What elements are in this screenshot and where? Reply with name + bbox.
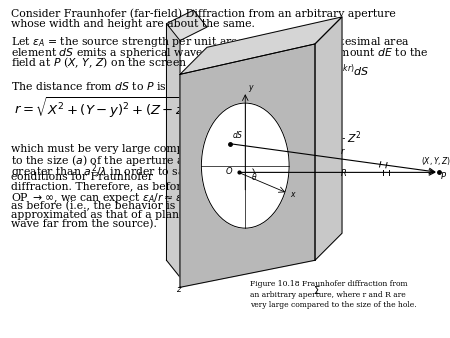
Polygon shape (180, 17, 342, 74)
Text: $R^2 = X^2 + Y^2 + Z^2$: $R^2 = X^2 + Y^2 + Z^2$ (268, 129, 361, 146)
Text: which must be very large compared: which must be very large compared (11, 144, 209, 154)
Text: OP $\rightarrow \infty$, we can expect $\varepsilon_A/r \approx \varepsilon_A/R$: OP $\rightarrow \infty$, we can expect $… (11, 191, 198, 205)
Text: $\Sigma$: $\Sigma$ (313, 284, 320, 296)
Text: $z$: $z$ (176, 285, 182, 294)
Polygon shape (180, 44, 315, 287)
Text: whose width and height are about the same.: whose width and height are about the sam… (11, 19, 255, 29)
Text: conditions for Fraunhofer: conditions for Fraunhofer (11, 172, 153, 182)
Text: approximated as that of a plane: approximated as that of a plane (11, 210, 185, 220)
Text: $(X, Y, Z)$: $(X, Y, Z)$ (421, 155, 450, 167)
Text: Consider Fraunhofer (far-field) Diffraction from an arbitrary aperture: Consider Fraunhofer (far-field) Diffract… (11, 8, 396, 19)
Text: field at $P$ ($X$, $Y$, $Z$) on the screen: field at $P$ ($X$, $Y$, $Z$) on the scre… (11, 56, 188, 70)
Text: element $dS$ emits a spherical wave that will contribute an amount $dE$ to the: element $dS$ emits a spherical wave that… (11, 46, 429, 59)
Ellipse shape (202, 103, 289, 228)
Polygon shape (166, 24, 180, 277)
Text: $P$: $P$ (440, 170, 447, 181)
Polygon shape (315, 17, 342, 260)
Text: $dS$: $dS$ (232, 128, 243, 140)
Text: $y$: $y$ (248, 82, 254, 94)
Text: $R$: $R$ (340, 167, 347, 178)
Text: $r = \sqrt{X^2 + (Y - y)^2 + (Z - z)^2}$: $r = \sqrt{X^2 + (Y - y)^2 + (Z - z)^2}$ (14, 95, 197, 120)
Text: $O$: $O$ (225, 165, 233, 176)
Polygon shape (166, 10, 207, 41)
Text: $\theta$: $\theta$ (251, 171, 257, 182)
Text: $dE = \left(\dfrac{\varepsilon_A}{r}\right)e^{i(\omega t - kr)}dS$: $dE = \left(\dfrac{\varepsilon_A}{r}\rig… (259, 62, 369, 84)
Text: Figure 10.18 Fraunhofer diffraction from
an arbitrary aperture, where r and R ar: Figure 10.18 Fraunhofer diffraction from… (250, 281, 416, 309)
Text: as before (i.e., the behavior is: as before (i.e., the behavior is (11, 200, 176, 211)
Text: The distance from $dS$ to $P$ is: The distance from $dS$ to $P$ is (11, 80, 167, 93)
Text: $r$: $r$ (340, 146, 346, 156)
Text: greater than $a^2/\lambda$ in order to satisfy: greater than $a^2/\lambda$ in order to s… (11, 163, 210, 181)
Text: Let $\varepsilon_A$ = the source strength per unit area. Then each infinitesimal: Let $\varepsilon_A$ = the source strengt… (11, 35, 410, 49)
Text: $x$: $x$ (290, 190, 297, 199)
Text: wave far from the source).: wave far from the source). (11, 219, 157, 230)
Text: to the size ($a$) of the aperture and: to the size ($a$) of the aperture and (11, 153, 199, 168)
Text: diffraction. Therefore, as before, for: diffraction. Therefore, as before, for (11, 182, 211, 192)
